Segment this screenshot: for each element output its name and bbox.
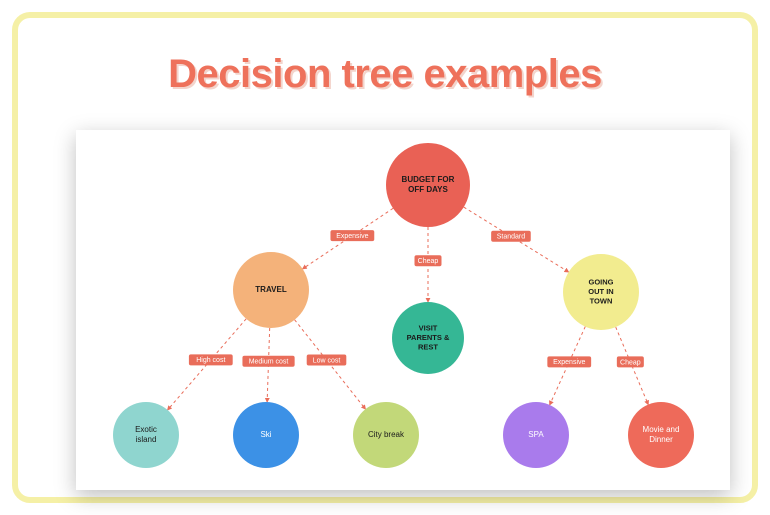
svg-text:Cheap: Cheap <box>620 359 641 366</box>
tree-node-label: BUDGET FOROFF DAYS <box>402 175 455 194</box>
svg-text:Expensive: Expensive <box>553 359 585 366</box>
tree-node-label: Exoticisland <box>135 425 157 444</box>
tree-node-label: Ski <box>260 430 271 439</box>
tree-node-label: GOINGOUT INTOWN <box>588 278 613 306</box>
edge-label: Standard <box>491 231 531 242</box>
tree-node-going: GOINGOUT INTOWN <box>563 254 639 330</box>
svg-text:Cheap: Cheap <box>418 258 439 265</box>
tree-node-travel: TRAVEL <box>233 252 309 328</box>
tree-node-label: SPA <box>528 430 544 439</box>
edge-label: Medium cost <box>242 356 294 367</box>
edge-label: Expensive <box>330 230 374 241</box>
tree-node-movie: Movie andDinner <box>628 402 694 468</box>
outer-frame: Decision tree examples Expensive Cheap Sta… <box>12 12 758 503</box>
edge-label: Low cost <box>307 354 347 365</box>
svg-text:Low cost: Low cost <box>313 357 341 364</box>
tree-node-ski: Ski <box>233 402 299 468</box>
svg-text:Standard: Standard <box>497 234 526 241</box>
svg-text:Expensive: Expensive <box>336 233 368 240</box>
edge-label: Cheap <box>415 255 442 266</box>
edge-label: Cheap <box>617 356 644 367</box>
tree-node-exotic: Exoticisland <box>113 402 179 468</box>
tree-svg: Expensive Cheap Standard High cost Medium co… <box>76 130 730 490</box>
edge-label: High cost <box>189 354 233 365</box>
tree-node-city: City break <box>353 402 419 468</box>
edge-label: Expensive <box>547 356 591 367</box>
tree-node-visit: VISITPARENTS &REST <box>392 302 464 374</box>
svg-text:Medium cost: Medium cost <box>249 359 289 366</box>
tree-node-root: BUDGET FOROFF DAYS <box>386 143 470 227</box>
tree-node-label: City break <box>368 430 405 439</box>
tree-node-spa: SPA <box>503 402 569 468</box>
svg-text:High cost: High cost <box>196 357 225 364</box>
tree-node-label: TRAVEL <box>255 285 287 294</box>
decision-tree-diagram: Expensive Cheap Standard High cost Medium co… <box>76 130 730 490</box>
page-title: Decision tree examples <box>18 52 752 97</box>
